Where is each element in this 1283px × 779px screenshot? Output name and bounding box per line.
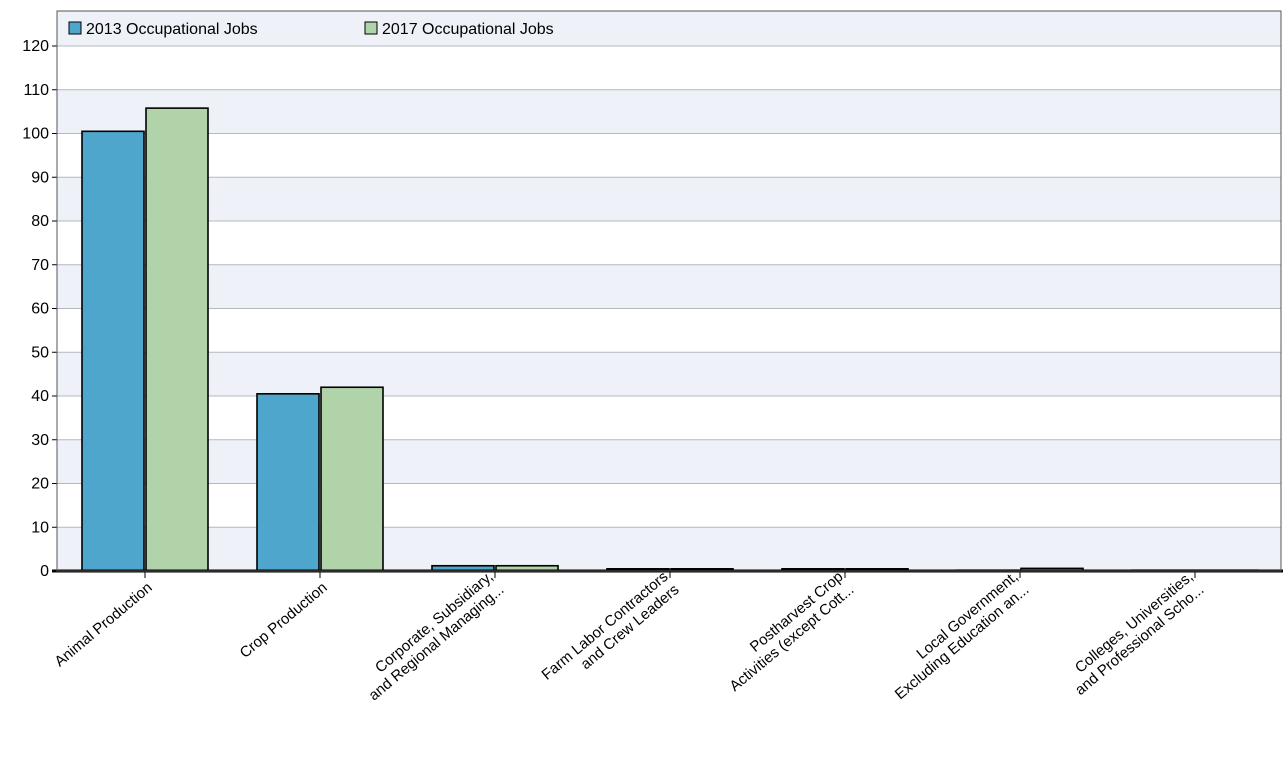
y-tick-label: 30 — [31, 432, 49, 449]
legend-label: 2017 Occupational Jobs — [382, 21, 554, 38]
bars — [81, 107, 1259, 572]
x-category-label: Postharvest CropActivities (except Cott.… — [715, 568, 857, 695]
legend-label: 2013 Occupational Jobs — [86, 21, 258, 38]
bar[interactable] — [256, 393, 320, 572]
grid-band — [57, 89, 1281, 134]
plot-background — [57, 11, 1281, 571]
x-category-label: Colleges, Universities,and Professional … — [1061, 568, 1207, 699]
grid-band — [57, 527, 1281, 571]
y-tick-label: 110 — [23, 82, 49, 99]
y-tick-label: 50 — [31, 344, 49, 361]
y-tick-label: 90 — [31, 169, 49, 186]
grid-band — [57, 177, 1281, 221]
legend: 2013 Occupational Jobs 2017 Occupational … — [68, 21, 554, 38]
grid-band — [57, 439, 1281, 484]
grid-band — [57, 396, 1281, 440]
y-tick-label: 0 — [40, 563, 49, 580]
legend-swatch — [68, 21, 82, 35]
y-tick-label: 120 — [22, 38, 49, 55]
grid-band — [57, 352, 1281, 396]
y-tick-label: 80 — [31, 213, 49, 230]
grid-band — [57, 11, 1281, 46]
legend-swatch — [364, 21, 378, 35]
y-tick-label: 10 — [31, 519, 49, 536]
bar[interactable] — [320, 386, 384, 572]
grid-band — [57, 133, 1281, 178]
x-category-label: Corporate, Subsidiary,and Regional Manag… — [355, 568, 508, 704]
axes — [52, 10, 1283, 578]
x-category-labels: Animal Production Crop Production Corporat… — [51, 568, 1207, 704]
y-tick-label: 60 — [31, 301, 49, 318]
grid-band — [57, 46, 1281, 90]
x-category-label: Local Government,Excluding Education an.… — [881, 568, 1033, 703]
y-tick-label: 100 — [22, 126, 49, 143]
bar[interactable] — [81, 130, 145, 572]
x-category-label: Animal Production — [51, 579, 155, 670]
plot-frame — [56, 10, 1282, 572]
bar[interactable] — [145, 107, 209, 572]
grid-band — [57, 264, 1281, 309]
y-tick-labels: 0 10 20 30 40 50 60 70 80 90 100 110 120 — [22, 38, 49, 580]
x-category-label: Crop Production — [237, 579, 331, 662]
grid-band — [57, 483, 1281, 528]
grid-band — [57, 221, 1281, 265]
y-tick-label: 70 — [31, 257, 49, 274]
x-category-label: Farm Labor Contractorsand Crew Leaders — [539, 568, 683, 696]
y-tick-label: 40 — [31, 388, 49, 405]
y-tick-label: 20 — [31, 476, 49, 493]
grid-band — [57, 308, 1281, 353]
